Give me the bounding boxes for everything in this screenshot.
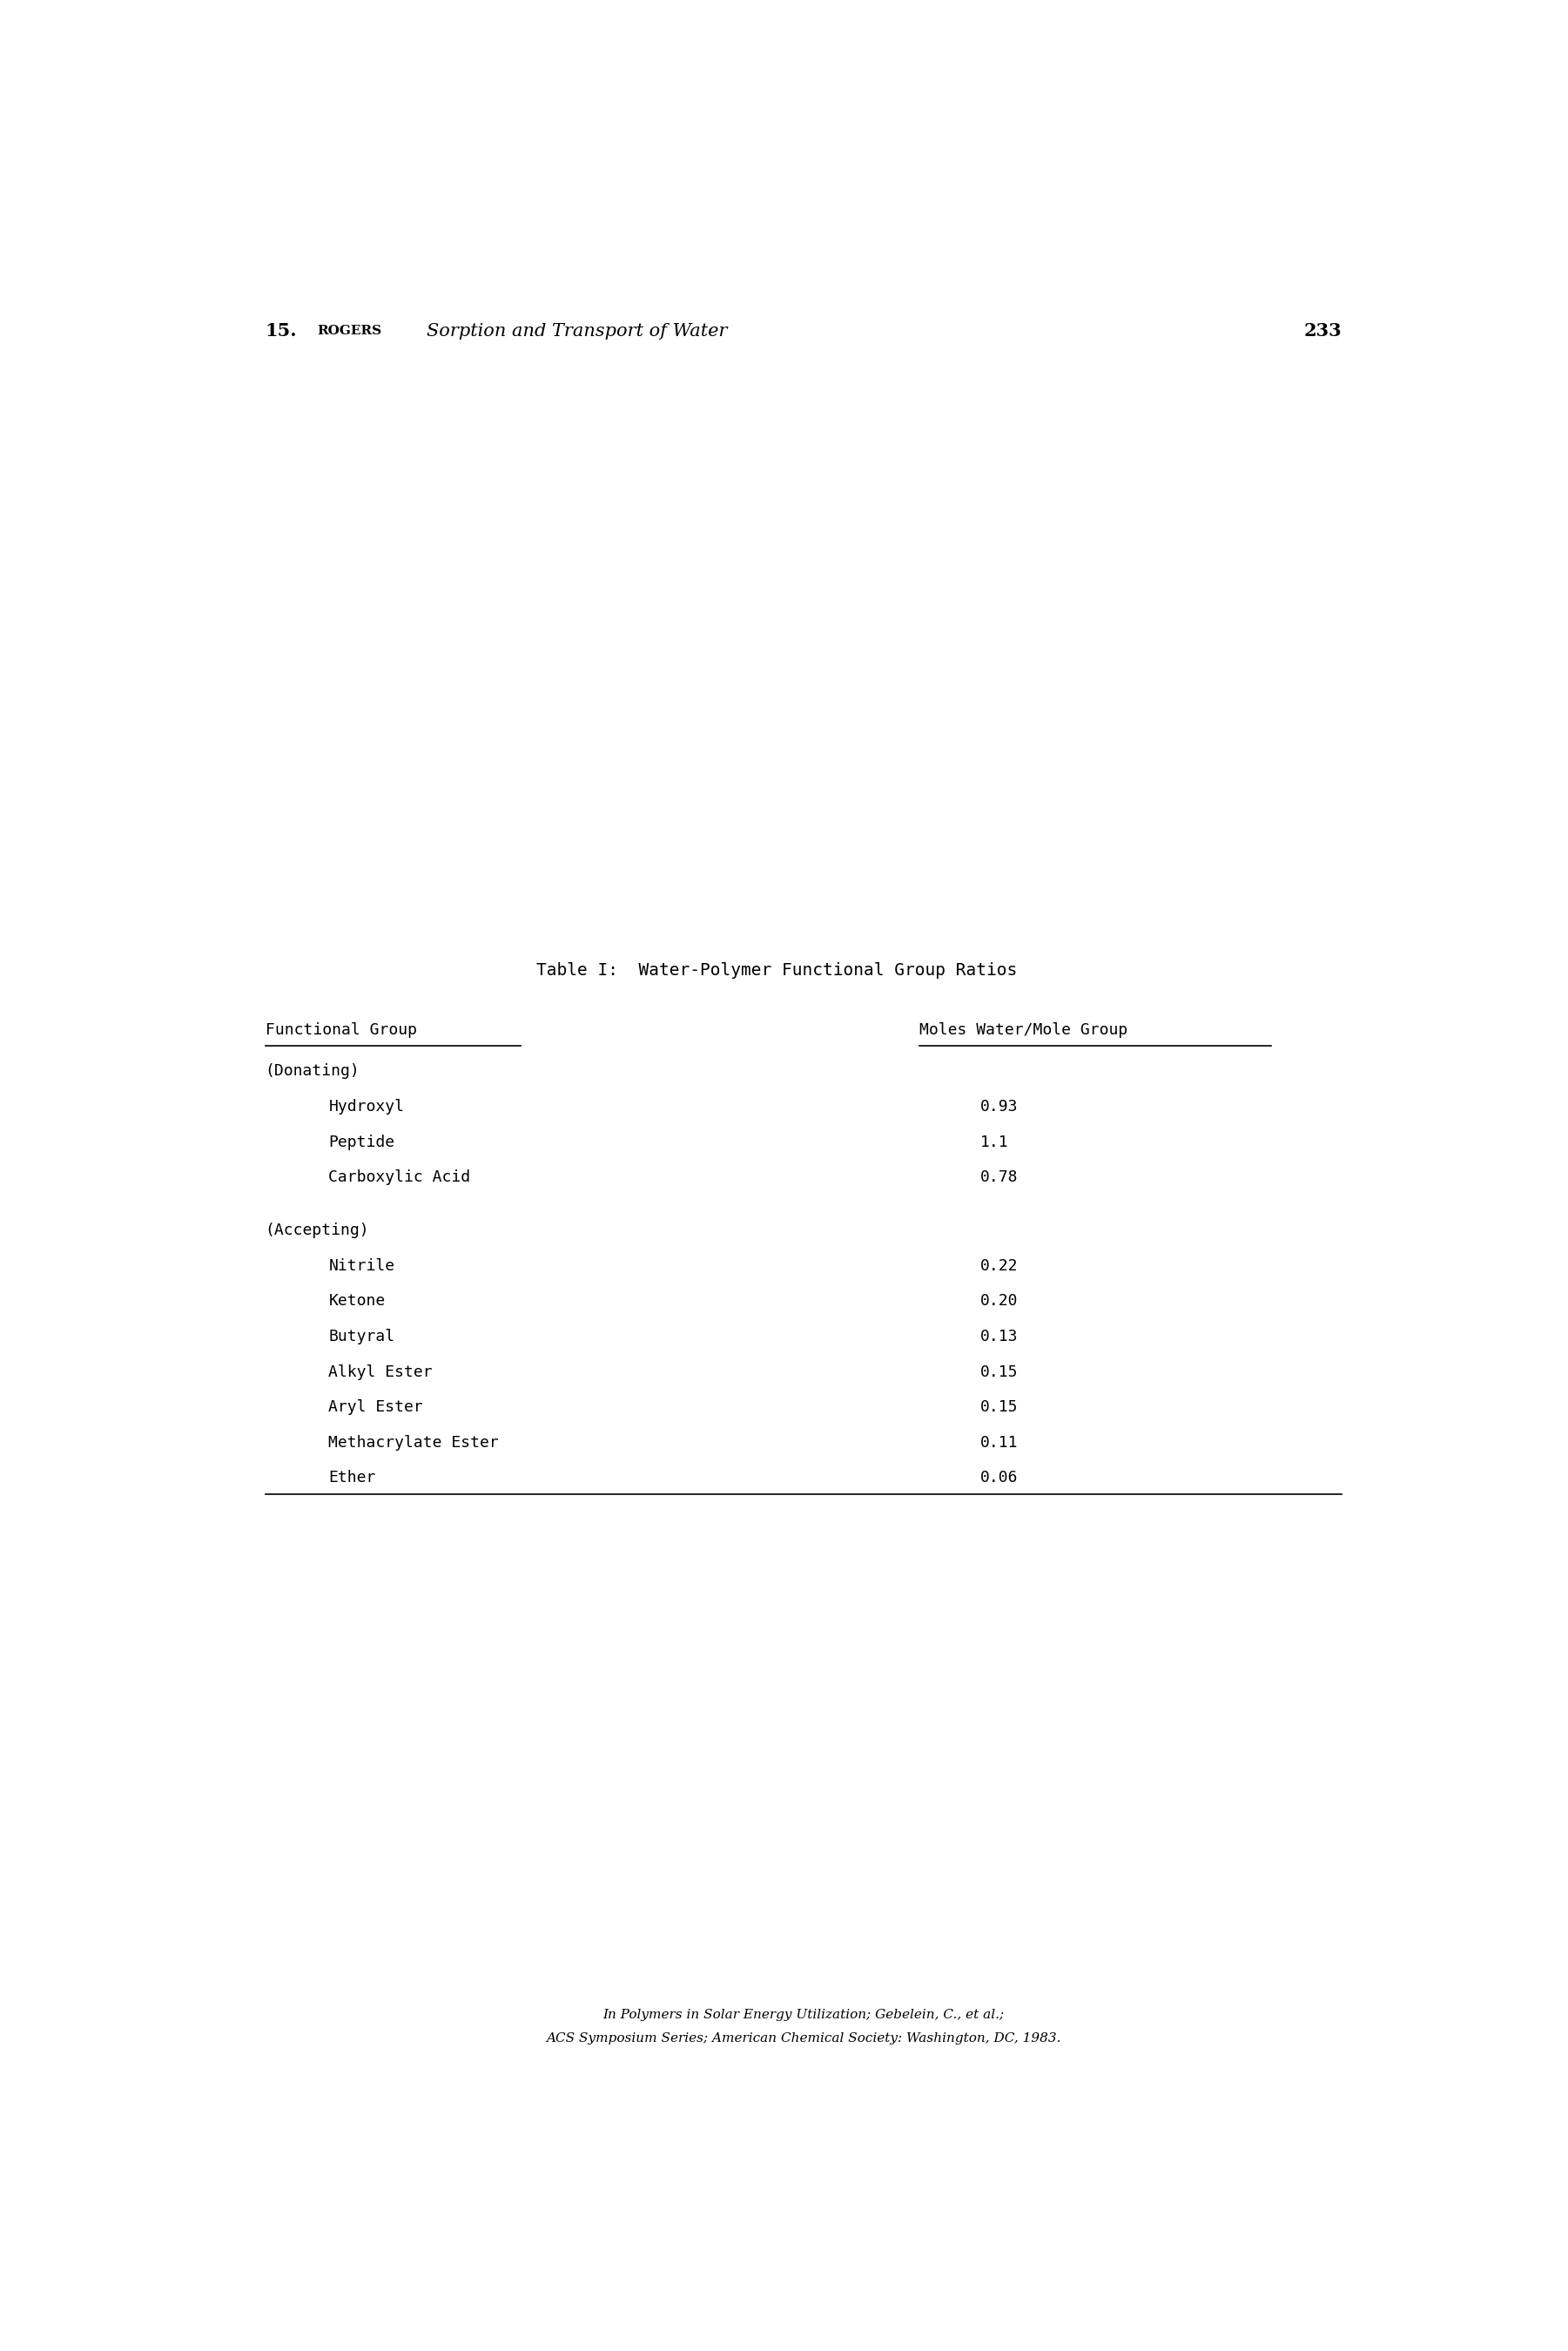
Text: Moles Water/Mole Group: Moles Water/Mole Group xyxy=(919,1023,1127,1037)
Text: 0.93: 0.93 xyxy=(980,1098,1018,1114)
Text: Butyral: Butyral xyxy=(328,1328,395,1345)
Text: 233: 233 xyxy=(1305,322,1342,339)
Text: 0.15: 0.15 xyxy=(980,1399,1018,1415)
Text: (Donating): (Donating) xyxy=(265,1063,361,1079)
Text: 1.1: 1.1 xyxy=(980,1133,1008,1150)
Text: In Polymers in Solar Energy Utilization; Gebelein, C., et al.;: In Polymers in Solar Energy Utilization;… xyxy=(602,2008,1005,2020)
Text: 0.11: 0.11 xyxy=(980,1434,1018,1451)
Text: 0.22: 0.22 xyxy=(980,1258,1018,1274)
Text: ROGERS: ROGERS xyxy=(318,324,383,336)
Text: ACS Symposium Series; American Chemical Society: Washington, DC, 1983.: ACS Symposium Series; American Chemical … xyxy=(546,2031,1062,2043)
Text: Ketone: Ketone xyxy=(328,1293,386,1310)
Text: 0.06: 0.06 xyxy=(980,1469,1018,1486)
Text: Aryl Ester: Aryl Ester xyxy=(328,1399,423,1415)
Text: 0.15: 0.15 xyxy=(980,1364,1018,1380)
Text: Peptide: Peptide xyxy=(328,1133,395,1150)
Text: 0.20: 0.20 xyxy=(980,1293,1018,1310)
Text: Hydroxyl: Hydroxyl xyxy=(328,1098,405,1114)
Text: Alkyl Ester: Alkyl Ester xyxy=(328,1364,433,1380)
Text: Table I:  Water-Polymer Functional Group Ratios: Table I: Water-Polymer Functional Group … xyxy=(536,962,1018,978)
Text: 0.13: 0.13 xyxy=(980,1328,1018,1345)
Text: Methacrylate Ester: Methacrylate Ester xyxy=(328,1434,499,1451)
Text: 0.78: 0.78 xyxy=(980,1168,1018,1185)
Text: Carboxylic Acid: Carboxylic Acid xyxy=(328,1168,470,1185)
Text: Sorption and Transport of Water: Sorption and Transport of Water xyxy=(426,322,728,339)
Text: Functional Group: Functional Group xyxy=(265,1023,417,1037)
Text: Nitrile: Nitrile xyxy=(328,1258,395,1274)
Text: Ether: Ether xyxy=(328,1469,376,1486)
Text: 15.: 15. xyxy=(265,322,298,339)
Text: (Accepting): (Accepting) xyxy=(265,1223,370,1239)
